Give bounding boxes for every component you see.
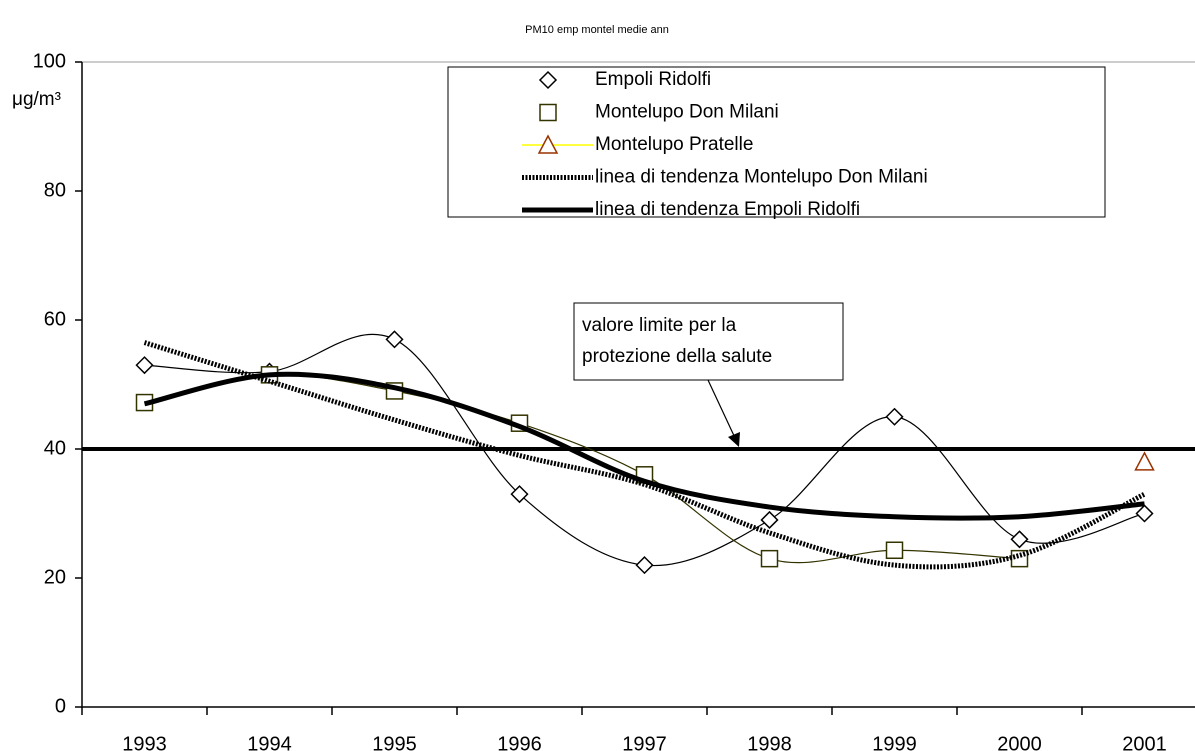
diamond-marker: [760, 510, 779, 530]
y-tick-label: 20: [44, 566, 66, 588]
x-tick-label: 1993: [122, 733, 167, 751]
square-marker: [760, 549, 779, 568]
x-tick-label: 2001: [1122, 733, 1167, 751]
legend-label: Empoli Ridolfi: [595, 69, 711, 90]
legend-label: linea di tendenza Montelupo Don Milani: [595, 167, 928, 188]
legend-label: Montelupo Pratelle: [595, 134, 753, 155]
annotation-arrow: [707, 379, 737, 441]
x-tick-label: 1994: [247, 733, 292, 751]
legend-box: [447, 66, 1106, 218]
legend-label: Montelupo Don Milani: [595, 102, 779, 123]
x-tick-label: 2000: [997, 733, 1042, 751]
diamond-marker: [885, 407, 904, 426]
x-tick-label: 1995: [372, 733, 417, 751]
diamond-marker: [385, 330, 404, 349]
square-marker: [885, 541, 904, 560]
x-tick-label: 1997: [622, 733, 667, 751]
diamond-marker: [1135, 504, 1154, 523]
y-tick-label: 0: [55, 695, 66, 717]
diamond-marker: [1010, 530, 1029, 549]
legend-label: linea di tendenza Empoli Ridolfi: [595, 199, 860, 220]
annotation-text: valore limite per la: [582, 315, 737, 336]
square-marker: [539, 103, 557, 122]
diamond-marker: [135, 356, 154, 375]
diamond-marker: [538, 70, 558, 90]
annotation-text: protezione della salute: [582, 346, 772, 367]
diamond-marker: [635, 556, 654, 575]
y-tick-label: 40: [44, 437, 66, 459]
x-tick-label: 1999: [872, 733, 917, 751]
x-tick-label: 1998: [747, 733, 792, 751]
y-tick-label: 60: [44, 308, 66, 330]
triangle-marker: [1134, 451, 1155, 471]
y-axis-label: μg/m³: [12, 89, 61, 110]
x-tick-label: 1996: [497, 733, 542, 751]
chart-title: PM10 emp montel medie ann: [525, 24, 669, 36]
y-tick-label: 100: [33, 50, 66, 72]
series-line: [143, 371, 1145, 521]
y-tick-label: 80: [44, 179, 66, 201]
diamond-marker: [510, 485, 529, 504]
triangle-marker: [537, 134, 559, 154]
arrow-head: [728, 432, 740, 447]
